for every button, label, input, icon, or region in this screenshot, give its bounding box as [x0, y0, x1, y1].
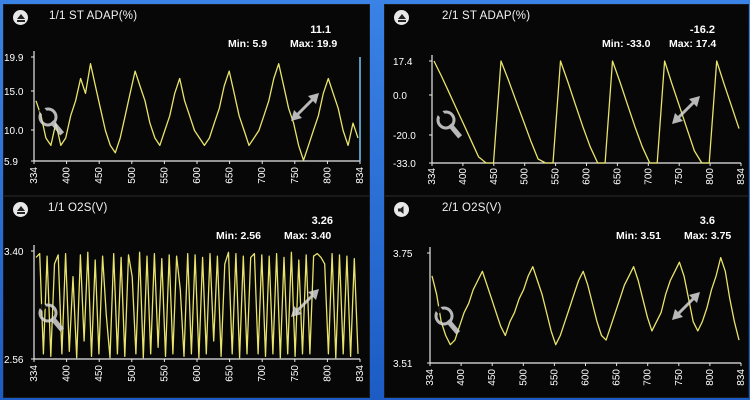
x-tick-label: 750: [290, 167, 301, 184]
y-tick-label: 3.40: [4, 247, 24, 258]
x-tick-label: 450: [489, 168, 500, 185]
min-value: Min: 5.9: [228, 38, 268, 50]
x-tick-label: 500: [518, 369, 529, 386]
graph-panel-2-1-o2s[interactable]: 2/1 O2S(V) 3.6 Min: 3.51 Max: 3.75 3.75 3…: [384, 196, 749, 398]
x-tick-label: 650: [225, 167, 236, 184]
wrench-icon[interactable]: [35, 103, 68, 139]
x-tick-label: 450: [94, 167, 105, 184]
x-tick-label: 400: [62, 167, 73, 184]
x-tick-label: 400: [458, 168, 469, 185]
y-tick-label: 3.51: [393, 359, 413, 370]
x-tick-label: 334: [425, 369, 436, 386]
x-tick-label: 750: [674, 168, 685, 185]
x-tick-label: 400: [456, 369, 467, 386]
x-tick-label: 800: [322, 167, 333, 184]
panel-title: 1/1 O2S(V): [48, 202, 108, 214]
panel-title: 2/1 ST ADAP(%): [442, 10, 531, 22]
max-value: Max: 17.4: [669, 38, 717, 50]
max-value: Max: 3.75: [684, 230, 732, 242]
eject-icon[interactable]: [394, 10, 409, 25]
x-tick-label: 834: [736, 168, 747, 185]
wrench-icon[interactable]: [433, 106, 466, 142]
y-tick-label: 3.75: [393, 249, 413, 260]
resize-arrows-icon[interactable]: [672, 96, 700, 124]
y-tick-label: -33.0: [393, 159, 416, 170]
eject-icon[interactable]: [13, 202, 28, 217]
series-line: [433, 60, 740, 164]
y-tick-label: 5.9: [4, 157, 18, 168]
x-tick-label: 750: [674, 369, 685, 386]
x-tick-label: 700: [257, 365, 268, 382]
min-value: Min: -33.0: [602, 38, 651, 50]
current-value: 3.26: [311, 215, 333, 227]
x-tick-label: 750: [290, 365, 301, 382]
resize-arrows-icon[interactable]: [291, 93, 319, 121]
panel-title: 2/1 O2S(V): [442, 202, 502, 214]
x-tick-label: 650: [612, 369, 623, 386]
x-tick-label: 700: [643, 168, 654, 185]
line-chart: 3.40 2.56 334 400 450 500 550 600 650 700 750 800 83…: [4, 245, 366, 382]
series-line: [35, 63, 359, 161]
eject-icon[interactable]: [13, 10, 28, 25]
graph-panel-2-1-st-adap[interactable]: 2/1 ST ADAP(%) -16.2 Min: -33.0 Max: 17.…: [384, 4, 749, 196]
x-tick-label: 550: [551, 168, 562, 185]
line-chart: 3.75 3.51 334 400 450 500 550 600 650 700 750 800 83…: [393, 247, 747, 386]
series-line: [35, 251, 359, 359]
x-tick-label: 400: [62, 365, 73, 382]
x-tick-label: 834: [355, 365, 366, 382]
y-tick-label: 15.0: [4, 87, 24, 98]
resize-arrows-icon[interactable]: [672, 292, 700, 320]
x-tick-label: 550: [549, 369, 560, 386]
y-tick-label: 2.56: [4, 355, 24, 366]
x-tick-label: 500: [520, 168, 531, 185]
x-tick-label: 500: [127, 167, 138, 184]
line-chart: 19.9 15.0 10.0 5.9 334 400 450 500 550 600 650 700 7…: [4, 51, 366, 184]
x-tick-label: 600: [192, 167, 203, 184]
wrench-icon[interactable]: [431, 302, 464, 338]
x-tick-label: 650: [612, 168, 623, 185]
min-value: Min: 2.56: [216, 230, 261, 242]
y-tick-label: 0.0: [393, 91, 407, 102]
x-tick-label: 550: [159, 167, 170, 184]
resize-arrows-icon[interactable]: [291, 289, 319, 317]
x-tick-label: 700: [257, 167, 268, 184]
graph-panel-1-1-o2s[interactable]: 1/1 O2S(V) 3.26 Min: 2.56 Max: 3.40 3.40…: [3, 196, 370, 398]
x-tick-label: 550: [159, 365, 170, 382]
current-value: 11.1: [310, 24, 331, 36]
x-tick-label: 700: [643, 369, 654, 386]
x-tick-label: 600: [192, 365, 203, 382]
speaker-icon[interactable]: [394, 202, 409, 217]
y-tick-label: 17.4: [393, 57, 413, 68]
line-chart: 17.4 0.0 -20.0 -33.0 334 400 450 500 550 600 650 70…: [393, 55, 747, 185]
x-tick-label: 450: [487, 369, 498, 386]
wrench-icon[interactable]: [35, 299, 68, 335]
x-tick-label: 450: [94, 365, 105, 382]
y-tick-label: 19.9: [4, 53, 24, 64]
current-value: 3.6: [699, 215, 715, 227]
x-tick-label: 800: [705, 369, 716, 386]
graph-panel-1-1-st-adap[interactable]: 1/1 ST ADAP(%) 11.1 Min: 5.9 Max: 19.9 1…: [3, 4, 370, 196]
x-tick-label: 334: [427, 168, 438, 185]
x-tick-label: 650: [225, 365, 236, 382]
y-tick-label: 10.0: [4, 126, 24, 137]
x-tick-label: 500: [127, 365, 138, 382]
x-tick-label: 800: [322, 365, 333, 382]
x-tick-label: 834: [355, 167, 366, 184]
x-tick-label: 600: [582, 168, 593, 185]
max-value: Max: 19.9: [290, 38, 338, 50]
min-value: Min: 3.51: [616, 230, 661, 242]
series-line: [431, 256, 740, 346]
panel-title: 1/1 ST ADAP(%): [49, 10, 138, 22]
y-tick-label: -20.0: [393, 131, 416, 142]
x-tick-label: 334: [29, 167, 40, 184]
x-tick-label: 334: [29, 365, 40, 382]
x-tick-label: 600: [581, 369, 592, 386]
current-value: -16.2: [689, 24, 715, 36]
x-tick-label: 834: [736, 369, 747, 386]
x-tick-label: 800: [705, 168, 716, 185]
max-value: Max: 3.40: [284, 230, 332, 242]
